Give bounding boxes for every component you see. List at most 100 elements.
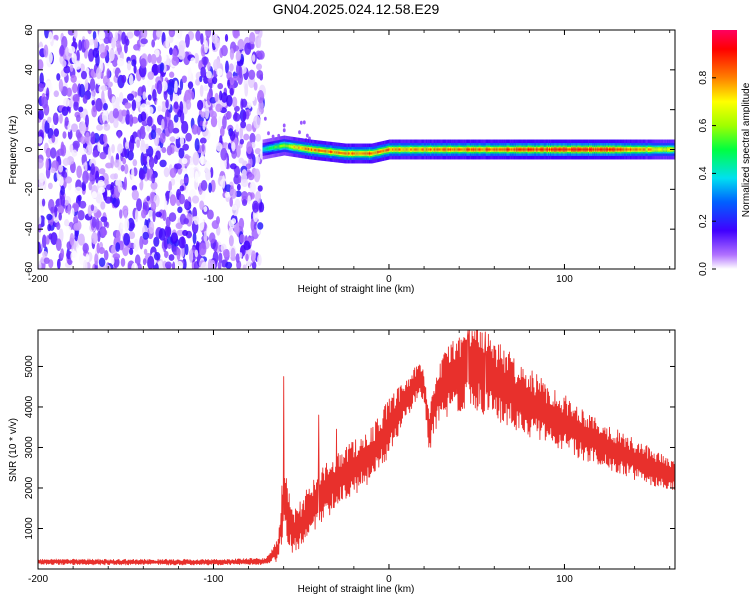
noise-blob: [172, 93, 179, 102]
signal-cell: [561, 148, 564, 151]
signal-cell: [424, 148, 427, 151]
signal-cell: [458, 148, 460, 151]
signal-cell: [624, 148, 627, 151]
signal-cell: [368, 152, 371, 155]
signal-cell: [639, 148, 642, 151]
y-tick-label: -20: [24, 182, 35, 197]
noise-blob: [127, 150, 134, 161]
noise-blob: [191, 124, 199, 135]
signal-cell: [276, 145, 278, 149]
signal-cell: [453, 148, 455, 151]
signal-cell: [663, 148, 666, 151]
noise-blob: [224, 191, 230, 198]
noise-blob: [115, 40, 121, 49]
noise-blob: [73, 101, 79, 111]
signal-cell: [531, 148, 533, 151]
noise-blob: [87, 30, 92, 35]
noise-blob: [226, 71, 233, 81]
signal-cell: [373, 151, 375, 155]
signal-cell: [399, 148, 401, 151]
snr-series-line: [38, 330, 675, 566]
signal-cell: [335, 151, 337, 154]
signal-cell: [341, 151, 344, 155]
signal-cell: [360, 152, 362, 155]
noise-blob: [238, 217, 245, 230]
noise-blob: [178, 40, 186, 51]
signal-cell: [327, 150, 330, 153]
signal-cell: [410, 148, 412, 151]
signal-cell: [342, 152, 345, 155]
signal-cell: [507, 148, 510, 151]
signal-cell: [586, 148, 589, 151]
noise-blob: [71, 248, 76, 259]
signal-cell: [459, 148, 461, 151]
noise-blob: [122, 181, 126, 190]
noise-blob: [199, 155, 207, 165]
noise-blob: [247, 195, 251, 205]
signal-cell: [474, 148, 476, 151]
signal-cell: [603, 148, 606, 151]
signal-cell: [387, 148, 390, 151]
signal-cell: [539, 148, 541, 151]
noise-blob: [136, 139, 140, 148]
noise-blob: [90, 131, 96, 145]
snr-panel: -200 -100 0 100 1000 2000 3000 4000 5000 Height …: [8, 329, 676, 595]
signal-cell: [455, 148, 457, 151]
noise-blob: [220, 147, 228, 161]
noise-blob: [174, 163, 182, 170]
signal-cell: [646, 148, 649, 151]
noise-blob: [48, 31, 53, 43]
noise-blob: [73, 30, 78, 39]
noise-blob: [111, 37, 116, 49]
noise-blob: [100, 52, 106, 59]
noise-blob: [170, 232, 179, 244]
noise-blob: [99, 168, 106, 175]
noise-blob: [258, 50, 265, 60]
noise-blob: [95, 210, 102, 218]
noise-blob: [38, 172, 45, 184]
noise-blob: [241, 98, 248, 108]
noise-blob: [89, 170, 96, 185]
signal-cell: [496, 148, 498, 151]
noise-blob: [181, 120, 189, 134]
signal-cell: [377, 151, 379, 154]
noise-blob: [135, 95, 142, 102]
signal-cell: [480, 148, 483, 151]
noise-blob: [146, 168, 150, 181]
signal-cell: [519, 148, 521, 151]
noise-blob: [235, 50, 242, 62]
x-tick-label: -200: [28, 574, 48, 585]
signal-cell: [353, 152, 355, 155]
noise-blob: [158, 228, 166, 241]
signal-cell: [557, 148, 559, 151]
noise-blob: [177, 206, 183, 214]
noise-blob: [43, 257, 50, 264]
signal-cell: [446, 148, 449, 151]
signal-cell: [322, 149, 325, 153]
signal-cell: [558, 148, 560, 151]
noise-blob: [59, 113, 63, 124]
noise-blob: [224, 34, 229, 42]
signal-cell: [581, 148, 584, 151]
noise-blob: [257, 222, 264, 230]
noise-blob: [127, 217, 135, 232]
signal-cell: [350, 152, 352, 155]
noise-blob: [85, 253, 90, 263]
signal-cell: [504, 148, 507, 151]
noise-blob: [195, 30, 201, 42]
signal-cell: [298, 146, 300, 149]
noise-blob: [85, 131, 90, 145]
noise-blob: [219, 157, 227, 172]
signal-cell: [664, 148, 667, 151]
signal-cell: [534, 148, 536, 151]
noise-blob: [150, 201, 157, 212]
noise-blob: [199, 84, 204, 97]
noise-blob: [86, 195, 91, 202]
signal-cell: [635, 148, 637, 151]
noise-blob: [91, 90, 96, 97]
noise-blob: [79, 200, 87, 209]
noise-blob: [238, 65, 243, 79]
signal-cell: [564, 148, 567, 151]
signal-cell: [642, 148, 645, 151]
noise-blob: [70, 163, 75, 172]
